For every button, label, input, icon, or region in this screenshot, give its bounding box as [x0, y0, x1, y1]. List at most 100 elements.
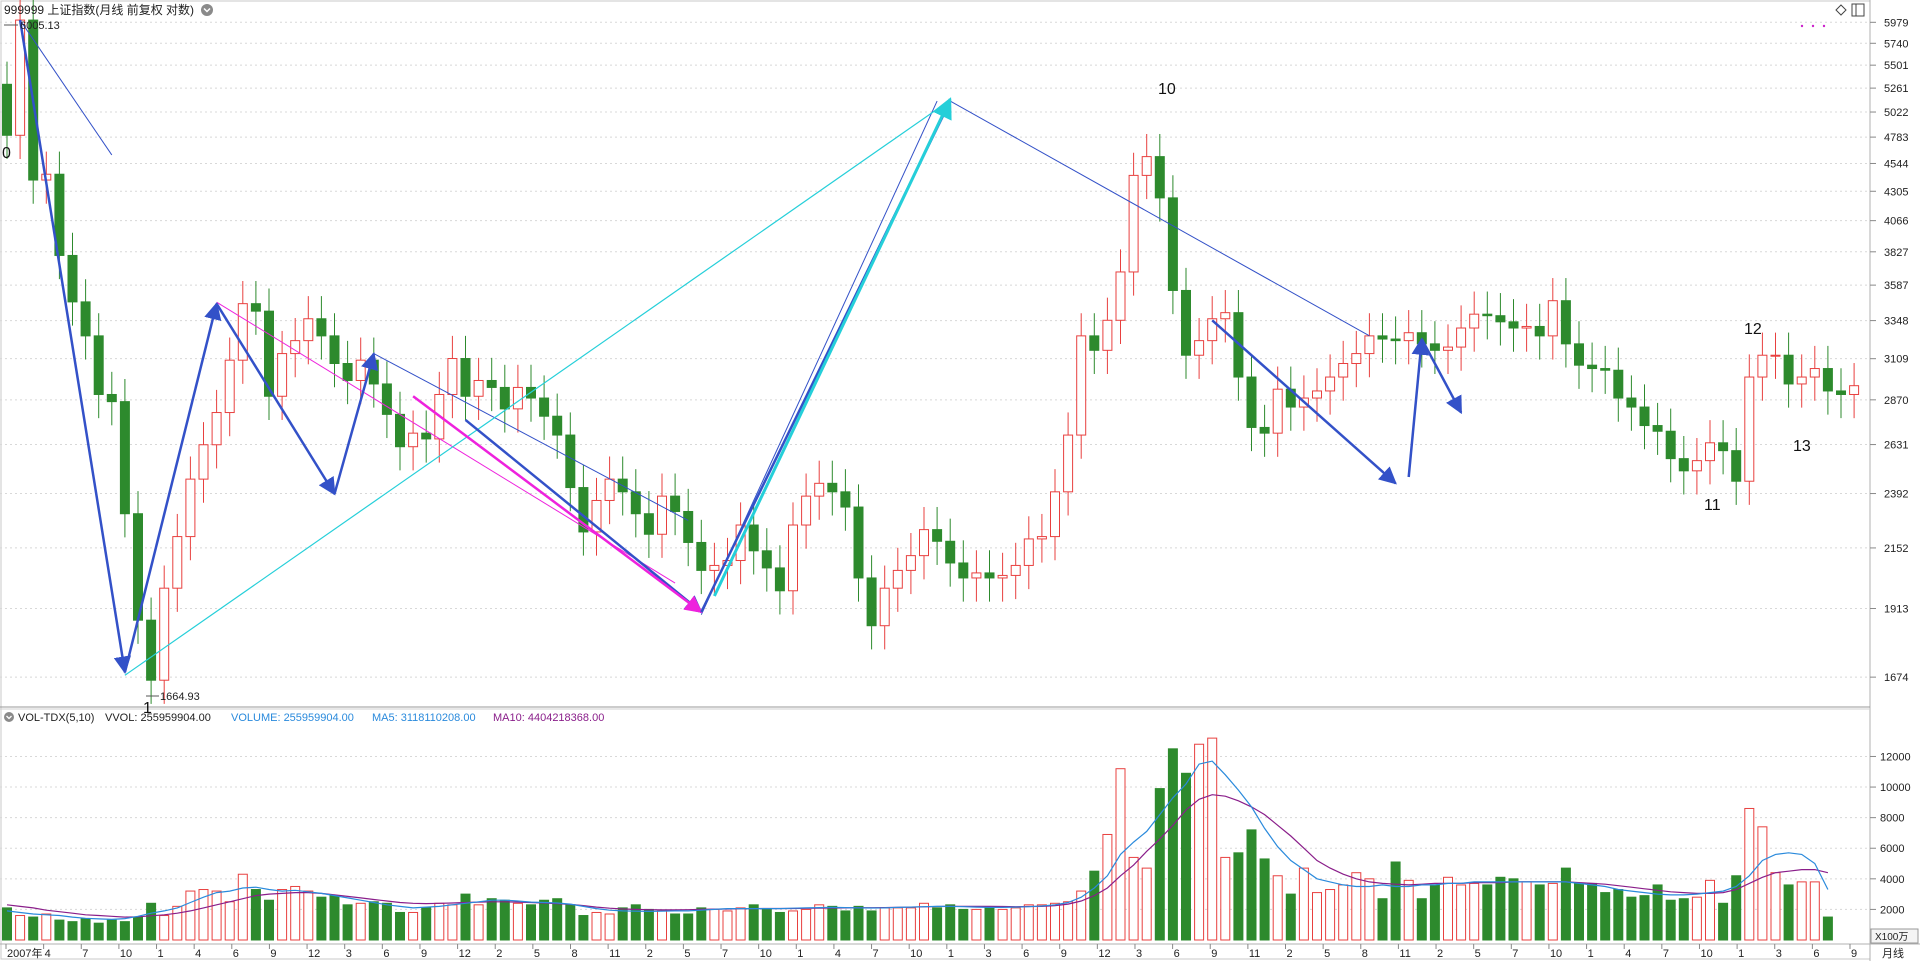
volume-bar — [1272, 875, 1283, 941]
volume-bar — [1508, 878, 1519, 941]
volume-bar — [67, 921, 78, 941]
candle — [1849, 363, 1860, 419]
candle-body — [1822, 368, 1833, 392]
x-tick-label: 10 — [1550, 948, 1562, 960]
vol-indicator-name: VOL-TDX(5,10) — [18, 712, 94, 724]
x-tick-label: 9 — [1061, 948, 1067, 960]
volume-bar — [512, 902, 523, 941]
volume-bar — [696, 907, 707, 941]
diamond-icon[interactable] — [1835, 4, 1847, 16]
volume-bar — [1194, 743, 1205, 941]
candle-body — [1809, 368, 1820, 378]
volume-bar — [1744, 807, 1755, 941]
x-tick-label: 1 — [948, 948, 954, 960]
candle-body — [1377, 335, 1388, 340]
candle-body — [250, 303, 261, 312]
price-y-ticks: 1674 1913 2152 2392 2631 2870 3109 3348 3587 3827… — [1870, 17, 1908, 684]
candle — [683, 488, 694, 567]
trend-guide-line — [373, 353, 689, 521]
wave-arrow — [1407, 337, 1430, 478]
volume-bar — [54, 919, 65, 941]
candle — [1194, 318, 1205, 379]
candle-body — [277, 353, 288, 397]
price-tick-label: 1913 — [1884, 603, 1908, 615]
volume-bar — [761, 908, 772, 941]
chart-title: 999999 上证指数(月线 前复权 对数) — [4, 2, 194, 17]
volume-bar — [1443, 876, 1453, 941]
candle — [814, 460, 825, 520]
volume-bar — [1456, 884, 1467, 941]
candle — [1115, 249, 1126, 344]
candle-body — [1050, 491, 1060, 538]
candle-body — [1574, 343, 1584, 366]
candle — [643, 491, 654, 558]
candle-body — [290, 340, 301, 355]
volume-bar — [1639, 895, 1650, 941]
candle — [1705, 420, 1715, 485]
volume-bar — [119, 921, 130, 941]
chevron-down-icon[interactable] — [201, 4, 213, 16]
candle — [1416, 310, 1427, 368]
candle-body — [237, 303, 248, 361]
x-tick-label: 11 — [1249, 948, 1260, 960]
candle — [224, 337, 235, 437]
x-tick-label: 7 — [722, 948, 728, 960]
candle — [1285, 366, 1296, 431]
x-tick-label: 1 — [1738, 948, 1744, 960]
volume-bar — [604, 913, 615, 941]
volume-bar — [892, 907, 903, 941]
volume-bar — [578, 915, 589, 941]
candle-body — [1613, 369, 1624, 399]
volume-bar — [657, 910, 667, 941]
candle-body — [93, 335, 104, 395]
volume-bar — [1351, 872, 1362, 941]
candle-body — [473, 379, 484, 397]
candle — [303, 296, 314, 365]
volume-bar — [224, 901, 235, 941]
candle-body — [630, 491, 641, 515]
period-label: 月线 — [1882, 946, 1904, 960]
candle — [1482, 291, 1493, 340]
volume-bar — [814, 904, 825, 941]
volume-bar — [932, 907, 943, 941]
candle-body — [512, 386, 523, 410]
candle — [106, 371, 117, 426]
candle-body — [1312, 390, 1322, 399]
window-icon[interactable] — [1851, 3, 1865, 17]
candle-body — [1010, 564, 1021, 576]
volume-bar — [1063, 901, 1074, 941]
candle — [1718, 420, 1729, 475]
x-tick-label: 3 — [346, 948, 352, 960]
candle — [499, 364, 510, 433]
volume-bar — [1259, 858, 1270, 941]
volume-bar — [80, 918, 91, 941]
x-tick-label: 10 — [120, 948, 132, 960]
wave-arrow — [464, 418, 703, 614]
candle — [1547, 278, 1558, 360]
volume-bar — [1141, 867, 1152, 941]
vol-menu-icon[interactable] — [4, 712, 14, 722]
candle — [552, 393, 563, 459]
candle-body — [801, 495, 812, 526]
candle — [539, 375, 550, 440]
candle — [526, 364, 536, 422]
x-tick-label: 11 — [609, 948, 620, 960]
price-tick-label: 5740 — [1884, 38, 1908, 50]
volume-bar — [1089, 870, 1100, 941]
candle-body — [1167, 197, 1178, 291]
volume-bar — [905, 907, 916, 941]
volume-bar — [1076, 890, 1087, 941]
candle-body — [316, 318, 327, 337]
candle — [1613, 347, 1624, 422]
candle — [1600, 345, 1611, 394]
wave-overlays — [18, 19, 1463, 676]
candle-body — [814, 482, 825, 497]
volume-bar — [1298, 867, 1309, 941]
candle — [1836, 368, 1846, 419]
candle — [1809, 345, 1820, 401]
candle — [486, 357, 497, 412]
candle — [1154, 133, 1165, 222]
volume-bar — [735, 907, 746, 941]
x-tick-label: 10 — [910, 948, 922, 960]
candle-body — [1338, 363, 1349, 378]
